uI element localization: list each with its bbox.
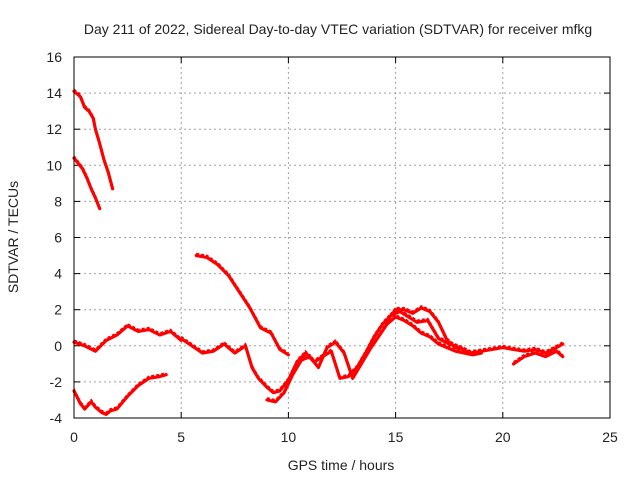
series-arc-c-markers: [73, 371, 167, 414]
series-arc-i: [511, 349, 565, 366]
series-arc-d: [72, 324, 183, 353]
y-tick-label: 4: [54, 266, 62, 282]
axis-ticks: 0 5 10 15 20 25 -4 -2 0 2 4 6 8 10 12 14 16: [46, 49, 618, 445]
series-arc-f: [179, 309, 565, 395]
series-arc-g-markers: [266, 313, 482, 401]
grid: [74, 57, 610, 418]
y-tick-label: -2: [50, 374, 63, 390]
y-tick-label: 16: [46, 49, 62, 65]
y-tick-label: 2: [54, 302, 62, 318]
plot-frame: [73, 56, 611, 419]
x-tick-label: 0: [70, 429, 78, 445]
series-arc-g: [265, 315, 483, 404]
y-tick-label: 12: [46, 121, 62, 137]
x-tick-label: 5: [177, 429, 185, 445]
x-tick-label: 25: [602, 429, 618, 445]
series-arc-e-markers: [196, 252, 289, 354]
x-tick-label: 20: [495, 429, 511, 445]
chart-title: Day 211 of 2022, Sidereal Day-to-day VTE…: [84, 21, 592, 37]
series-arc-e: [194, 253, 290, 357]
series-arc-c: [72, 373, 168, 416]
y-axis-label: SDTVAR / TECUs: [5, 181, 21, 293]
y-tick-label: 0: [54, 338, 62, 354]
y-tick-label: 8: [54, 193, 62, 209]
series-arc-h: [385, 306, 466, 351]
x-tick-label: 10: [281, 429, 297, 445]
y-tick-label: 14: [46, 85, 62, 101]
series-arc-a: [72, 89, 115, 191]
series-arc-h-markers: [386, 305, 465, 349]
series-arc-i-markers: [513, 348, 564, 363]
x-tick-label: 15: [388, 429, 404, 445]
x-axis-label: GPS time / hours: [288, 457, 395, 473]
y-tick-label: 10: [46, 157, 62, 173]
series-arc-b-markers: [73, 155, 101, 207]
y-tick-label: 6: [54, 230, 62, 246]
y-tick-label: -4: [50, 410, 63, 426]
series-arc-f-markers: [180, 308, 564, 392]
data-series: [72, 88, 565, 416]
